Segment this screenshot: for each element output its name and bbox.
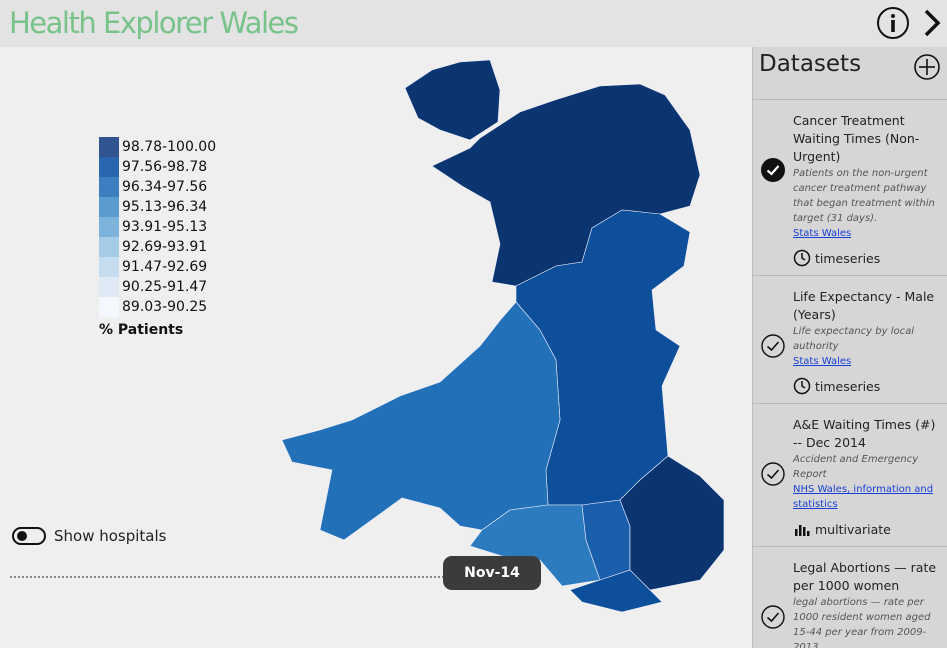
dataset-source[interactable]: NHS Wales, information and statistics xyxy=(793,484,934,510)
dataset-card: Legal Abortions — rate per 1000 women leg… xyxy=(753,546,947,648)
legend-label: 97.56-98.78 xyxy=(122,159,208,175)
legend-swatch xyxy=(99,197,119,217)
app-title: Health Explorer Wales xyxy=(9,6,299,40)
dataset-kind-label: multivariate xyxy=(815,521,891,537)
dataset-description: Patients on the non-urgent cancer treatm… xyxy=(793,168,935,224)
dataset-title: Legal Abortions — rate per 1000 women xyxy=(793,560,937,593)
dataset-source[interactable]: Stats Wales xyxy=(793,228,852,239)
legend-label: 91.47-92.69 xyxy=(122,259,208,275)
legend-label: 95.13-96.34 xyxy=(122,199,208,215)
dataset-list: Cancer Treatment Waiting Times (Non-Urge… xyxy=(753,99,947,648)
dataset-card: A&E Waiting Times (#) -- Dec 2014 Acciden… xyxy=(753,403,947,546)
add-dataset-button[interactable] xyxy=(913,53,941,81)
check-off[interactable] xyxy=(761,605,785,629)
header: Health Explorer Wales xyxy=(0,0,947,47)
region[interactable] xyxy=(404,59,501,141)
legend-row: 90.25-91.47 xyxy=(99,277,216,297)
dataset-kind-label: timeseries xyxy=(815,250,881,266)
timeseries-icon xyxy=(793,249,811,267)
map xyxy=(10,59,725,613)
sidebar-title: Datasets xyxy=(759,51,862,77)
legend-label: 90.25-91.47 xyxy=(122,279,208,295)
dataset-card: Cancer Treatment Waiting Times (Non-Urge… xyxy=(753,99,947,275)
map-area: 98.78-100.00 97.56-98.78 96.34-97.56 95.13-… xyxy=(0,47,752,648)
timeseries-icon xyxy=(793,377,811,395)
hospital-toggle[interactable]: Show hospitals xyxy=(12,527,167,545)
legend-swatch xyxy=(99,157,119,177)
toggle-switch[interactable] xyxy=(12,527,46,545)
dataset-kind: multivariate xyxy=(793,520,938,538)
check-off[interactable] xyxy=(761,462,785,486)
dataset-kind: timeseries xyxy=(793,249,938,267)
region[interactable] xyxy=(619,455,725,591)
legend-label: 93.91-95.13 xyxy=(122,219,208,235)
dataset-check[interactable] xyxy=(761,605,785,629)
legend-label: 96.34-97.56 xyxy=(122,179,208,195)
legend-label: 92.69-93.91 xyxy=(122,239,208,255)
dataset-description: legal abortions — rate per 1000 resident… xyxy=(793,597,931,648)
dataset-check[interactable] xyxy=(761,462,785,486)
sidebar: Datasets Cancer Treatment Waiting Times … xyxy=(752,47,947,648)
dataset-description: Accident and Emergency Report xyxy=(793,454,919,480)
legend-label: 89.03-90.25 xyxy=(122,299,208,315)
toggle-label: Show hospitals xyxy=(54,527,167,545)
legend-items: 98.78-100.00 97.56-98.78 96.34-97.56 95.13-… xyxy=(99,137,216,317)
dataset-check[interactable] xyxy=(761,334,785,358)
legend-row: 92.69-93.91 xyxy=(99,237,216,257)
dataset-kind: timeseries xyxy=(793,377,938,395)
legend-swatch xyxy=(99,177,119,197)
legend-label: 98.78-100.00 xyxy=(122,139,217,155)
legend: 98.78-100.00 97.56-98.78 96.34-97.56 95.13-… xyxy=(99,137,216,338)
dataset-title: Cancer Treatment Waiting Times (Non-Urge… xyxy=(793,113,920,164)
multivariate-icon xyxy=(795,525,810,536)
legend-row: 97.56-98.78 xyxy=(99,157,216,177)
legend-row: 96.34-97.56 xyxy=(99,177,216,197)
check-off[interactable] xyxy=(761,334,785,358)
next-button[interactable] xyxy=(920,8,944,38)
dataset-title: Life Expectancy - Male (Years) xyxy=(793,289,935,322)
legend-row: 98.78-100.00 xyxy=(99,137,216,157)
dataset-title: A&E Waiting Times (#) -- Dec 2014 xyxy=(793,417,936,450)
legend-swatch xyxy=(99,137,119,157)
info-button[interactable] xyxy=(876,6,910,40)
legend-row: 91.47-92.69 xyxy=(99,257,216,277)
legend-row: 93.91-95.13 xyxy=(99,217,216,237)
legend-swatch xyxy=(99,257,119,277)
legend-title: % Patients xyxy=(99,322,184,338)
dataset-source[interactable]: Stats Wales xyxy=(793,356,852,367)
legend-swatch xyxy=(99,237,119,257)
legend-swatch xyxy=(99,277,119,297)
dataset-card: Life Expectancy - Male (Years) Life expec… xyxy=(753,275,947,403)
legend-swatch xyxy=(99,297,119,317)
region[interactable] xyxy=(281,301,561,541)
timeline-handle[interactable]: Nov-14 xyxy=(443,556,541,590)
region[interactable] xyxy=(569,569,663,613)
dataset-kind-label: timeseries xyxy=(815,378,881,394)
legend-row: 95.13-96.34 xyxy=(99,197,216,217)
check-on[interactable] xyxy=(761,158,785,182)
dataset-check[interactable] xyxy=(761,158,785,182)
legend-swatch xyxy=(99,217,119,237)
legend-row: 89.03-90.25 xyxy=(99,297,216,317)
dataset-description: Life expectancy by local authority xyxy=(793,326,914,352)
